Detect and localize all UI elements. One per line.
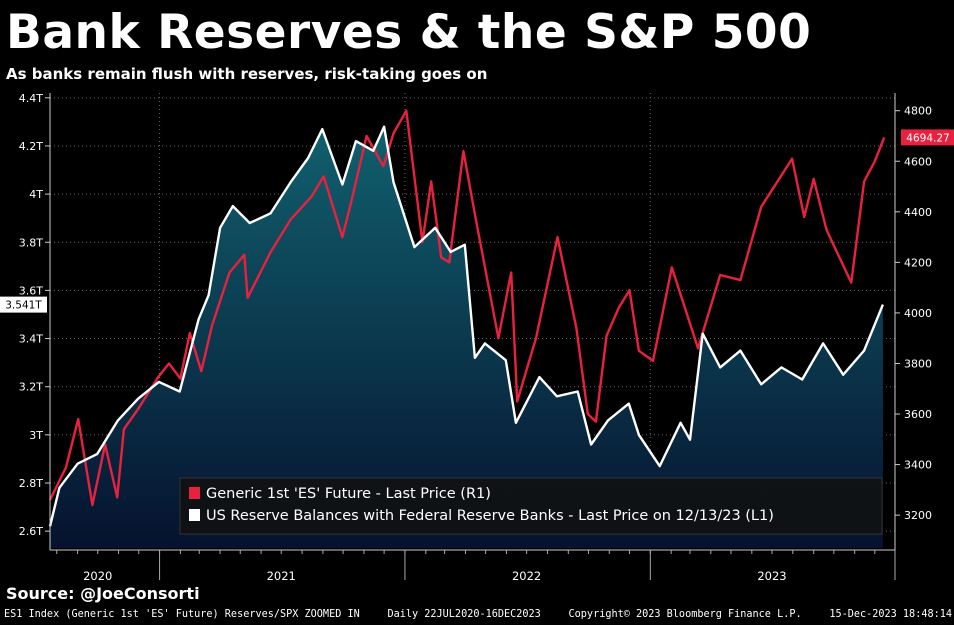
footer-copyright: Copyright© 2023 Bloomberg Finance L.P. bbox=[568, 609, 802, 620]
spx-last-value: 4694.27 bbox=[906, 132, 949, 144]
left-tick-label: 3.8T bbox=[19, 236, 43, 249]
spx-last-badge bbox=[901, 129, 954, 146]
left-tick-label: 4.4T bbox=[19, 92, 43, 105]
left-tick-label: 3.4T bbox=[19, 333, 43, 346]
right-tick-label: 4200 bbox=[904, 256, 932, 269]
left-tick-label: 3.2T bbox=[19, 381, 43, 394]
right-tick-label: 3200 bbox=[904, 509, 932, 522]
legend-label: Generic 1st 'ES' Future - Last Price (R1… bbox=[206, 486, 491, 502]
bloomberg-footer: ES1 Index (Generic 1st 'ES' Future) Rese… bbox=[4, 607, 952, 623]
right-tick-label: 4800 bbox=[904, 105, 932, 118]
x-tick-label: 2020 bbox=[83, 569, 112, 583]
legend-box bbox=[179, 477, 883, 535]
reserves-area bbox=[50, 126, 883, 548]
x-tick-label: 2022 bbox=[512, 569, 541, 583]
left-tick-label: 3.6T bbox=[19, 284, 43, 297]
source-credit: Source: @JoeConsorti bbox=[6, 584, 200, 603]
left-tick-label: 4T bbox=[29, 188, 43, 201]
legend-swatch bbox=[189, 509, 200, 521]
right-tick-label: 4400 bbox=[904, 206, 932, 219]
reserves-last-badge bbox=[0, 296, 47, 313]
right-tick-label: 4600 bbox=[904, 155, 932, 168]
left-tick-label: 2.6T bbox=[19, 525, 43, 538]
legend-swatch bbox=[189, 487, 200, 499]
legend-label: US Reserve Balances with Federal Reserve… bbox=[206, 508, 774, 524]
right-tick-label: 3600 bbox=[904, 408, 932, 421]
page-title: Bank Reserves & the S&P 500 bbox=[6, 5, 812, 60]
reserves-line bbox=[48, 125, 885, 527]
footer-range: Daily 22JUL2020-16DEC2023 bbox=[387, 609, 541, 620]
footer-ticker: ES1 Index (Generic 1st 'ES' Future) Rese… bbox=[4, 609, 360, 620]
reserves-last-value: 3.541T bbox=[5, 300, 42, 312]
page-subtitle: As banks remain flush with reserves, ris… bbox=[6, 65, 488, 83]
left-tick-label: 4.2T bbox=[19, 140, 43, 153]
x-tick-label: 2021 bbox=[267, 569, 296, 583]
left-tick-label: 3T bbox=[29, 429, 43, 442]
right-tick-label: 4000 bbox=[904, 307, 932, 320]
spx-line bbox=[48, 109, 886, 507]
left-tick-label: 2.8T bbox=[19, 477, 43, 490]
footer-timestamp: 15-Dec-2023 18:48:14 bbox=[829, 609, 952, 620]
right-tick-label: 3800 bbox=[904, 357, 932, 370]
x-tick-label: 2023 bbox=[757, 569, 786, 583]
right-tick-label: 3400 bbox=[904, 459, 932, 472]
